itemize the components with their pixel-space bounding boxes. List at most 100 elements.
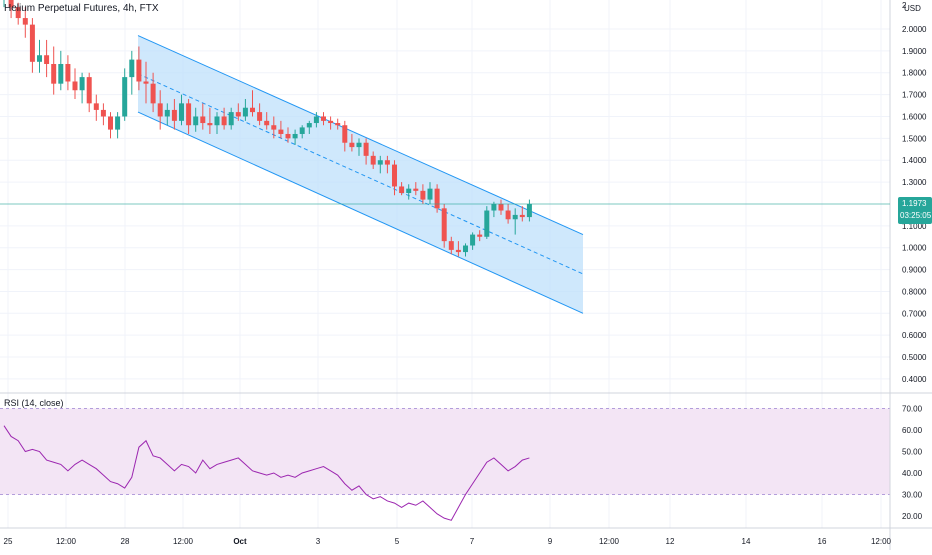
candle-body [328,120,334,124]
candle [264,112,270,130]
candle-body [143,81,149,84]
candle-body [384,160,390,165]
chart-title: Helium Perpetual Futures, 4h, FTX [4,3,159,14]
price-tick-label: 2.0000 [902,25,927,34]
currency-label: USD [904,4,921,13]
candle-body [193,116,199,126]
rsi-tick-label: 20.00 [902,512,923,521]
candle [143,61,149,104]
candle [207,107,213,134]
candle [235,103,241,121]
candle [420,184,426,204]
price-tick-label: 0.5000 [902,353,927,362]
price-tick-label: 1.9000 [902,47,927,56]
time-tick-label: 7 [470,537,475,546]
candle-body [448,241,454,250]
candle-body [278,129,284,134]
candle [200,103,206,130]
time-tick-label: 12:00 [56,537,77,546]
time-tick-label: 9 [548,537,553,546]
candle-body [228,112,234,126]
candle [129,50,135,95]
candle-body [377,160,383,165]
candle-body [392,164,397,187]
time-tick-label: 12:00 [871,537,892,546]
candle [164,103,170,126]
candle-body [29,24,35,62]
candle [477,230,483,242]
candle [399,182,405,196]
candle-body [186,103,192,126]
candle-body [455,249,461,253]
candle [356,138,362,156]
candle [93,94,99,121]
candle-body [115,116,121,130]
candle-body [242,107,248,117]
candle-body [498,203,504,211]
candle [15,2,21,25]
channel-lower-line [137,111,584,314]
rsi-band [0,408,890,495]
candle-body [519,214,525,218]
candle-body [86,77,92,104]
rsi-tick-label: 50.00 [902,448,923,457]
rsi-panel [0,408,890,521]
channel-fill [138,35,583,314]
time-tick-label: 16 [818,537,827,546]
candle [335,118,341,130]
candle-body [349,142,355,148]
candle [242,98,248,121]
candle [470,232,476,250]
candle [250,90,255,117]
candle [306,120,312,134]
candle-body [420,190,426,200]
candle-body [477,234,483,237]
candle [193,107,199,132]
candle-body [200,116,206,124]
time-tick-label: 5 [395,537,400,546]
price-tick-label: 1.1000 [902,222,927,231]
last-price-badge-bg [898,196,932,224]
candle-body [22,18,28,25]
candle-body [108,116,113,130]
price-tick-label: 0.6000 [902,331,927,340]
candle [463,243,468,257]
price-tick-label: 1.3000 [902,178,927,187]
candle-body [463,245,468,253]
candle [448,236,454,255]
candle-body [250,107,255,113]
rsi-tick-label: 60.00 [902,426,923,435]
candle [363,138,369,165]
candle-body [406,188,412,194]
time-tick-label: 12 [666,537,675,546]
candle-body [434,188,440,209]
price-tick-label: 0.9000 [902,266,927,275]
candle [186,98,192,134]
candle-body [37,55,42,62]
price-tick-label: 1.0000 [902,244,927,253]
regression-channel[interactable] [137,35,584,314]
rsi-indicator-label: RSI (14, close) [4,398,64,408]
candle-body [93,103,99,110]
candle [505,203,511,224]
candle-body [179,103,184,121]
candle [526,199,532,222]
candle [22,7,28,38]
time-tick-label: 3 [316,537,321,546]
candle [37,39,42,73]
candle [179,94,184,126]
candle [8,0,14,19]
candle [434,184,440,213]
candle [171,98,177,130]
rsi-tick-label: 30.00 [902,491,923,500]
candle-body [100,109,106,117]
candle-body [285,133,291,139]
candle [441,203,447,248]
candle [150,72,156,113]
candle-body [335,123,341,126]
candle [342,120,348,152]
candle [29,18,35,73]
